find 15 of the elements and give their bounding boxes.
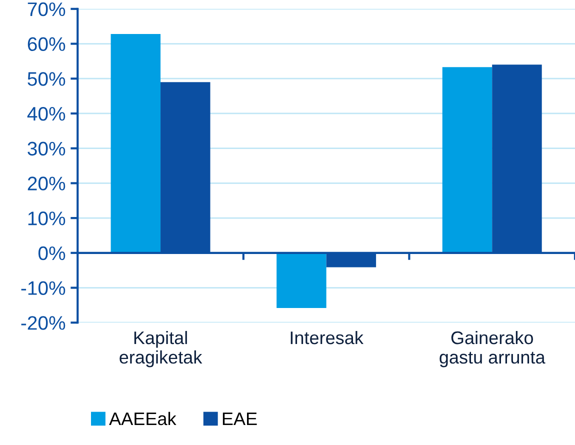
y-tick-label: 20% xyxy=(28,176,66,190)
y-tick-label: 40% xyxy=(27,106,66,121)
y-tick-label: 10% xyxy=(28,212,66,226)
x-tick-label: Interesak xyxy=(290,330,364,344)
legend-label: EAE xyxy=(222,412,257,426)
y-tick-label: 60% xyxy=(28,37,66,51)
y-tick-label: 0% xyxy=(38,246,66,260)
legend-label: AAEEak xyxy=(109,412,176,426)
y-tick-label: 30% xyxy=(28,142,66,156)
y-tick-label: 70% xyxy=(28,2,66,16)
y-tick-label: -10% xyxy=(21,281,66,296)
y-tick-label: -20% xyxy=(21,316,66,330)
x-tick-label: Gainerako gastu arrunta xyxy=(440,330,546,368)
x-tick-label: Kapital eragiketak xyxy=(120,330,202,368)
y-tick-label: 50% xyxy=(28,72,66,86)
